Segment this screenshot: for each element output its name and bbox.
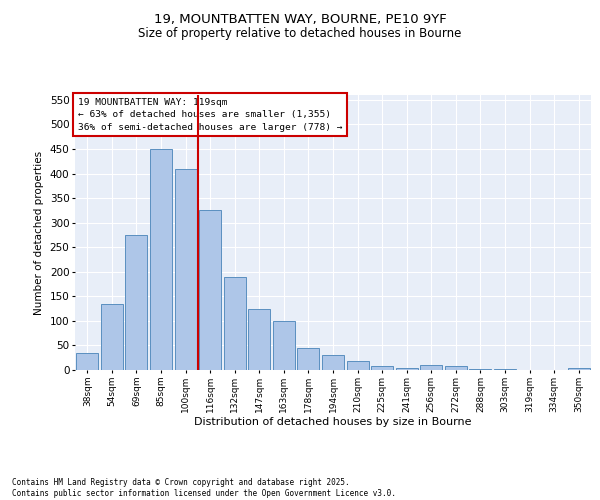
Bar (371, 366, 393, 370)
Text: 19 MOUNTBATTEN WAY: 119sqm
← 63% of detached houses are smaller (1,355)
36% of s: 19 MOUNTBATTEN WAY: 119sqm ← 63% of deta… (77, 98, 342, 132)
X-axis label: Distribution of detached houses by size in Bourne: Distribution of detached houses by size … (194, 418, 472, 428)
Bar (101, 304, 123, 370)
Bar (445, 366, 467, 370)
Text: 19, MOUNTBATTEN WAY, BOURNE, PE10 9YF: 19, MOUNTBATTEN WAY, BOURNE, PE10 9YF (154, 12, 446, 26)
Bar (150, 149, 172, 370)
Bar (469, 368, 491, 370)
Bar (395, 368, 418, 370)
Text: Size of property relative to detached houses in Bourne: Size of property relative to detached ho… (139, 28, 461, 40)
Bar (322, 356, 344, 370)
Bar (420, 365, 442, 370)
Bar (125, 235, 148, 370)
Y-axis label: Number of detached properties: Number of detached properties (34, 150, 44, 314)
Text: Contains HM Land Registry data © Crown copyright and database right 2025.
Contai: Contains HM Land Registry data © Crown c… (12, 478, 396, 498)
Bar (298, 348, 319, 370)
Bar (224, 276, 246, 370)
Bar (199, 210, 221, 370)
Bar (494, 369, 516, 370)
Bar (248, 308, 271, 370)
Bar (347, 361, 368, 370)
Bar (273, 321, 295, 370)
Bar (175, 168, 197, 370)
Bar (568, 368, 590, 370)
Bar (76, 353, 98, 370)
